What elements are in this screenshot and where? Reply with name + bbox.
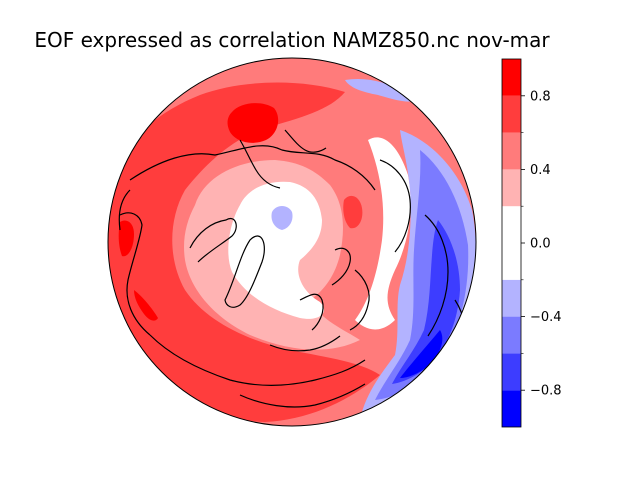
colorbar-band — [502, 279, 521, 317]
globe-outline — [107, 57, 477, 427]
correlation-field — [108, 58, 476, 426]
field-red-max-1 — [227, 103, 279, 143]
colorbar-band — [502, 132, 521, 170]
colorbar-band — [502, 95, 521, 133]
field-blue-arctic — [271, 206, 293, 230]
field-blue-strongest — [400, 330, 443, 378]
colorbar-tick-label: −0.8 — [530, 384, 562, 399]
field-blue-strong — [392, 220, 460, 384]
colorbar-tick-label: 0.8 — [530, 89, 551, 104]
colorbar-tick-label: 0.4 — [530, 163, 551, 178]
colorbar-band — [502, 59, 521, 96]
field-red-strong-atl — [343, 195, 363, 229]
colorbar-band — [502, 316, 521, 354]
colorbar-band — [502, 353, 521, 391]
colorbar-ticks: 0.8 0.4 0.0 −0.4 −0.8 — [521, 89, 562, 399]
colorbar-band — [502, 169, 521, 207]
field-red-max-2 — [134, 290, 158, 321]
field-neutral-east — [355, 137, 411, 330]
colorbar-bands — [502, 59, 521, 427]
colorbar-band — [502, 390, 521, 427]
colorbar-tick-label: −0.4 — [530, 310, 562, 325]
colorbar-band — [502, 206, 521, 280]
field-red-strong-1 — [108, 82, 380, 422]
field-blue-top — [345, 78, 415, 102]
field-red-max-3 — [118, 220, 134, 257]
figure-title: EOF expressed as correlation NAMZ850.nc … — [34, 28, 550, 52]
coastlines — [118, 129, 466, 408]
colorbar-tick-label: 0.0 — [530, 237, 551, 252]
